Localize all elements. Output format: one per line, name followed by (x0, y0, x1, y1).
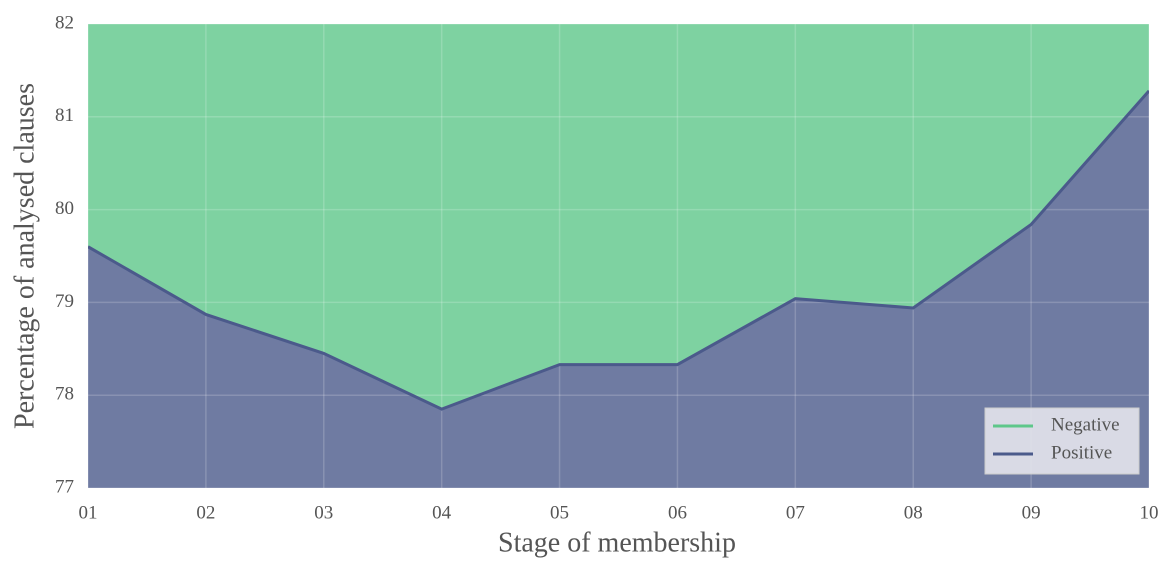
x-tick-label: 02 (196, 502, 215, 523)
legend-label: Positive (1051, 442, 1112, 463)
y-tick-label: 79 (55, 291, 74, 312)
x-tick-label: 09 (1022, 502, 1041, 523)
legend: Negative Positive (984, 407, 1140, 475)
x-tick-label: 07 (786, 502, 805, 523)
x-tick-label: 10 (1140, 502, 1159, 523)
y-axis-label: Percentage of analysed clauses (9, 83, 40, 429)
y-tick-label: 78 (55, 384, 74, 405)
x-axis-label: Stage of membership (498, 527, 736, 558)
x-tick-label: 06 (668, 502, 687, 523)
legend-box (984, 407, 1140, 475)
x-tick-label: 04 (432, 502, 452, 523)
axes: 77 78 79 80 81 82 01 02 03 04 05 06 07 08 09 10 (55, 12, 1159, 523)
x-tick-label: 08 (904, 502, 923, 523)
y-tick-label: 77 (55, 476, 74, 497)
legend-label: Negative (1051, 414, 1120, 435)
plot-area (88, 24, 1149, 488)
line (88, 89, 1149, 411)
y-tick-label: 81 (55, 105, 74, 126)
y-tick-label: 80 (55, 198, 74, 219)
area (88, 24, 1149, 410)
x-tick-label: 05 (550, 502, 569, 523)
x-tick-label: 01 (79, 502, 98, 523)
y-tick-label: 82 (55, 12, 74, 33)
x-tick-label: 03 (314, 502, 333, 523)
area (88, 90, 1149, 488)
